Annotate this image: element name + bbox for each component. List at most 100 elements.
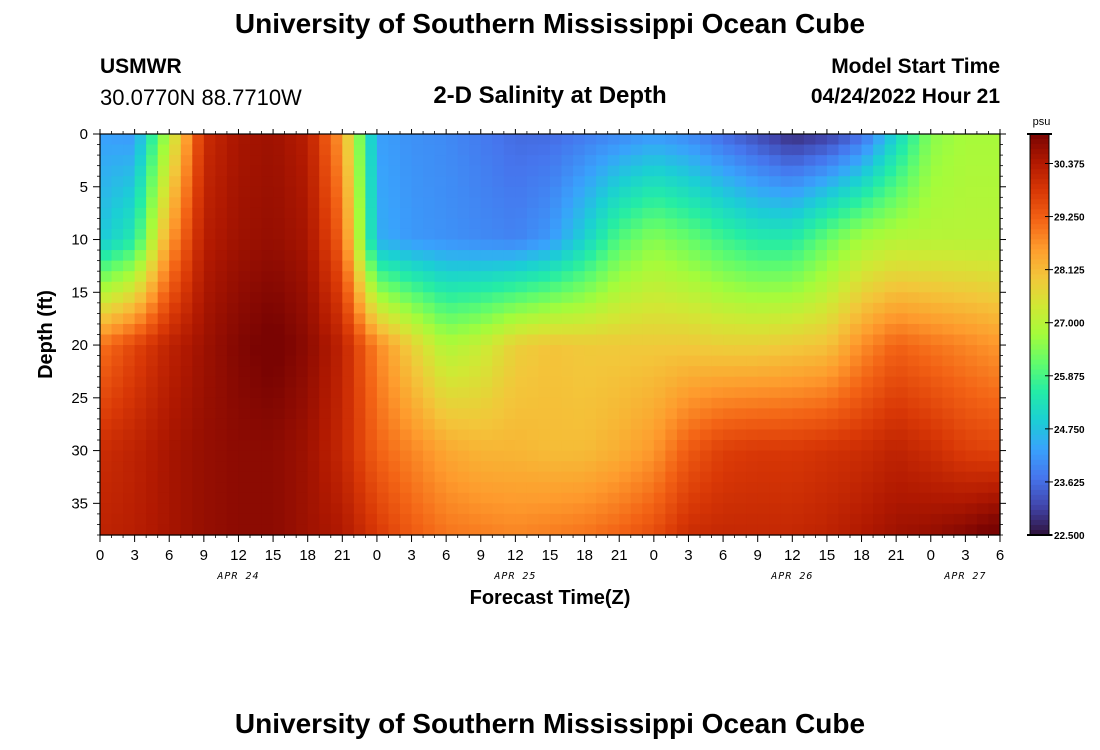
heatmap-cell — [353, 513, 366, 526]
heatmap-cell — [273, 366, 286, 378]
heatmap-cell — [803, 218, 816, 230]
heatmap-cell — [700, 366, 713, 378]
heatmap-cell — [630, 155, 643, 167]
heatmap-cell — [515, 250, 528, 262]
heatmap-cell — [965, 250, 978, 262]
heatmap-cell — [480, 134, 493, 146]
heatmap-cell — [665, 461, 678, 473]
heatmap-cell — [838, 292, 851, 304]
heatmap-cell — [376, 355, 390, 367]
heatmap-cell — [307, 292, 320, 304]
heatmap-cell — [861, 492, 874, 504]
heatmap-cell — [573, 440, 586, 452]
heatmap-cell — [619, 334, 632, 346]
heatmap-cell — [123, 165, 136, 177]
heatmap-cell — [630, 281, 643, 293]
heatmap-cell — [896, 513, 909, 526]
heatmap-cell — [526, 450, 540, 462]
heatmap-cell — [780, 176, 793, 188]
heatmap-cell — [573, 228, 586, 241]
heatmap-cell — [884, 144, 897, 156]
heatmap-cell — [550, 134, 563, 146]
heatmap-cell — [203, 260, 216, 272]
heatmap-cell — [492, 250, 505, 262]
heatmap-cell — [757, 323, 770, 336]
heatmap-cell — [515, 492, 528, 504]
heatmap-cell — [607, 482, 620, 494]
heatmap-cell — [376, 503, 390, 515]
heatmap-cell — [400, 524, 413, 536]
heatmap-cell — [803, 207, 816, 220]
heatmap-cell — [342, 271, 355, 283]
heatmap-cell — [561, 503, 574, 515]
heatmap-cell — [446, 355, 459, 367]
heatmap-cell — [123, 323, 136, 336]
heatmap-cell — [907, 408, 920, 420]
heatmap-cell — [861, 429, 874, 441]
heatmap-cell — [953, 165, 966, 177]
heatmap-cell — [792, 292, 805, 304]
heatmap-cell — [757, 271, 770, 283]
heatmap-cell — [630, 503, 643, 515]
heatmap-cell — [157, 429, 170, 441]
colorbar-segment — [1030, 209, 1049, 215]
heatmap-cell — [596, 513, 609, 526]
heatmap-cell — [261, 250, 274, 262]
heatmap-cell — [192, 471, 205, 483]
heatmap-cell — [573, 207, 586, 220]
heatmap-cell — [469, 334, 482, 346]
heatmap-cell — [596, 418, 609, 431]
heatmap-cell — [469, 302, 482, 314]
heatmap-cell — [250, 323, 263, 336]
heatmap-cell — [307, 450, 320, 462]
heatmap-cell — [884, 260, 897, 272]
heatmap-cell — [411, 313, 424, 325]
heatmap-cell — [238, 503, 251, 515]
heatmap-cell — [480, 397, 493, 409]
heatmap-cell — [573, 345, 586, 357]
heatmap-cell — [123, 376, 136, 388]
heatmap-cell — [780, 207, 793, 220]
heatmap-cell — [642, 440, 655, 452]
heatmap-cell — [134, 334, 147, 346]
heatmap-cell — [307, 345, 320, 357]
heatmap-cell — [665, 323, 678, 336]
heatmap-cell — [469, 323, 482, 336]
heatmap-cell — [526, 165, 540, 177]
heatmap-cell — [826, 461, 840, 473]
heatmap-cell — [942, 355, 955, 367]
heatmap-cell — [757, 250, 770, 262]
heatmap-cell — [607, 186, 620, 198]
heatmap-cell — [469, 440, 482, 452]
heatmap-cell — [330, 387, 343, 399]
heatmap-cell — [665, 524, 678, 536]
heatmap-cell — [111, 197, 124, 209]
heatmap-cell — [561, 355, 574, 367]
heatmap-cell — [469, 271, 482, 283]
heatmap-cell — [850, 429, 863, 441]
heatmap-cell — [596, 302, 609, 314]
heatmap-cell — [884, 387, 897, 399]
heatmap-cell — [792, 366, 805, 378]
colorbar-segment — [1030, 434, 1049, 441]
heatmap-cell — [134, 440, 147, 452]
heatmap-cell — [746, 513, 759, 526]
heatmap-cell — [769, 355, 782, 367]
heatmap-cell — [307, 323, 320, 336]
heatmap-cell — [250, 503, 263, 515]
heatmap-cell — [169, 228, 182, 241]
heatmap-cell — [550, 366, 563, 378]
heatmap-cell — [873, 197, 886, 209]
heatmap-cell — [307, 250, 320, 262]
heatmap-cell — [342, 207, 355, 220]
heatmap-cell — [526, 418, 540, 431]
heatmap-cell — [423, 218, 436, 230]
heatmap-cell — [896, 482, 909, 494]
heatmap-cell — [411, 207, 424, 220]
x-tick-label: 18 — [853, 547, 870, 564]
colorbar-segment — [1030, 169, 1049, 175]
heatmap-cell — [653, 134, 666, 146]
heatmap-cell — [988, 134, 1001, 146]
heatmap-cell — [942, 207, 955, 220]
heatmap-cell — [573, 334, 586, 346]
